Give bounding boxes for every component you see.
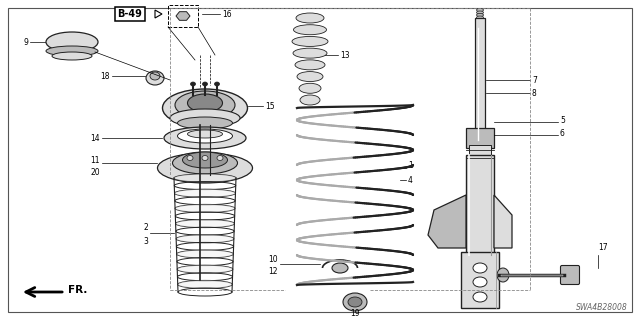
Text: 16: 16 [222, 10, 232, 19]
Text: 10: 10 [268, 255, 278, 265]
Text: 6: 6 [560, 129, 565, 138]
Ellipse shape [477, 21, 483, 24]
Text: 8: 8 [532, 89, 537, 98]
Ellipse shape [292, 36, 328, 46]
Ellipse shape [202, 82, 207, 86]
Ellipse shape [300, 95, 320, 105]
Ellipse shape [299, 83, 321, 93]
Ellipse shape [188, 130, 223, 138]
Ellipse shape [295, 60, 325, 70]
Ellipse shape [177, 129, 232, 143]
Ellipse shape [188, 94, 223, 112]
Polygon shape [176, 12, 190, 20]
Text: 5: 5 [560, 116, 565, 124]
Bar [466, 128, 494, 148]
Ellipse shape [297, 72, 323, 82]
Ellipse shape [157, 153, 253, 183]
Text: 7: 7 [532, 76, 537, 84]
Ellipse shape [178, 280, 232, 288]
Ellipse shape [177, 250, 234, 258]
Bar [469, 145, 491, 155]
Ellipse shape [477, 26, 483, 29]
Ellipse shape [473, 263, 487, 273]
Ellipse shape [175, 91, 235, 119]
Ellipse shape [332, 263, 348, 273]
Ellipse shape [46, 32, 98, 52]
Text: 15: 15 [265, 101, 275, 110]
Polygon shape [428, 195, 466, 248]
Ellipse shape [214, 82, 220, 86]
Ellipse shape [187, 156, 193, 161]
Text: 4: 4 [408, 175, 413, 185]
Ellipse shape [146, 71, 164, 85]
Ellipse shape [150, 72, 160, 80]
Ellipse shape [177, 117, 232, 129]
Ellipse shape [174, 174, 236, 182]
Ellipse shape [293, 48, 327, 58]
Polygon shape [494, 195, 512, 248]
Text: 14: 14 [90, 133, 100, 142]
Ellipse shape [170, 109, 240, 127]
Ellipse shape [46, 46, 98, 56]
Bar [168, 5, 198, 27]
FancyBboxPatch shape [561, 266, 579, 284]
Ellipse shape [52, 52, 92, 60]
Text: SWA4B28008: SWA4B28008 [576, 303, 628, 313]
Ellipse shape [497, 268, 509, 282]
Text: 20: 20 [90, 167, 100, 177]
Text: 1: 1 [408, 161, 413, 170]
Bar [475, 18, 485, 140]
Ellipse shape [294, 25, 326, 35]
Ellipse shape [175, 189, 236, 197]
Ellipse shape [177, 265, 233, 273]
Text: 11: 11 [90, 156, 100, 164]
Text: 12: 12 [269, 268, 278, 276]
Ellipse shape [202, 156, 208, 161]
Ellipse shape [473, 292, 487, 302]
Ellipse shape [217, 156, 223, 161]
Ellipse shape [477, 11, 483, 14]
Ellipse shape [477, 13, 483, 17]
Text: 9: 9 [23, 37, 28, 46]
Bar [466, 155, 494, 255]
Text: 13: 13 [340, 51, 349, 60]
Text: B-49: B-49 [118, 9, 143, 19]
Bar [461, 252, 499, 308]
Ellipse shape [296, 13, 324, 23]
Text: 17: 17 [598, 244, 607, 252]
Ellipse shape [191, 82, 195, 86]
Ellipse shape [477, 23, 483, 27]
Ellipse shape [173, 152, 237, 174]
Ellipse shape [348, 297, 362, 307]
Ellipse shape [477, 16, 483, 19]
Ellipse shape [175, 220, 234, 228]
Text: 3: 3 [143, 237, 148, 246]
Ellipse shape [473, 277, 487, 287]
Ellipse shape [163, 89, 248, 127]
Text: 18: 18 [100, 71, 110, 81]
Text: 19: 19 [350, 308, 360, 317]
Text: FR.: FR. [68, 285, 88, 295]
Ellipse shape [164, 127, 246, 149]
Text: 2: 2 [143, 223, 148, 233]
Ellipse shape [182, 152, 227, 168]
Ellipse shape [175, 204, 235, 212]
Ellipse shape [343, 293, 367, 311]
Polygon shape [155, 10, 162, 18]
Ellipse shape [477, 9, 483, 12]
Ellipse shape [176, 235, 234, 243]
Ellipse shape [477, 19, 483, 21]
